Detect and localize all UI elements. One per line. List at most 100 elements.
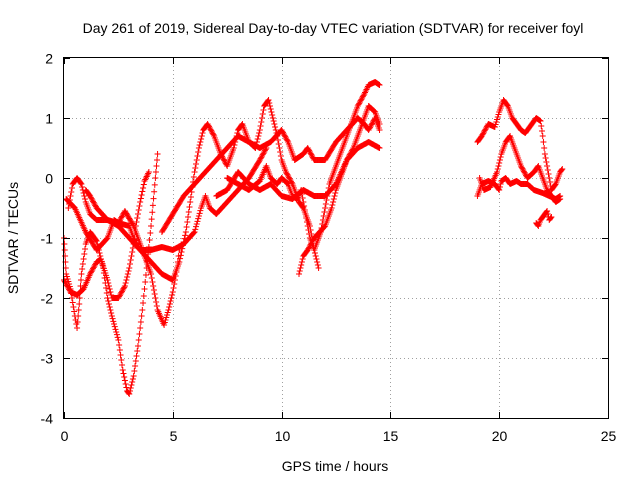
data-point [107,289,114,295]
data-point [150,283,157,289]
data-point [205,122,212,129]
data-point [64,283,71,290]
data-point [309,239,316,245]
data-point [269,115,276,121]
data-point [125,268,132,274]
data-point [105,298,112,304]
data-point [103,290,110,296]
data-point [137,199,144,205]
data-point [139,188,146,195]
y-tick-label: -1 [41,231,54,247]
data-point [329,202,336,208]
data-point [89,197,96,203]
data-point [171,281,178,287]
data-point [111,323,118,330]
data-point [305,245,312,252]
data-point [79,266,86,272]
data-point [117,352,124,358]
data-point [367,124,374,131]
data-point [118,289,125,296]
data-point [87,194,94,201]
y-tick-label: 1 [45,111,53,127]
data-point [230,145,237,151]
data-point [138,192,145,198]
data-point [367,123,374,129]
data-point [91,263,98,269]
data-point [260,150,267,157]
data-point [185,209,192,215]
data-point [148,275,155,281]
data-point [116,347,123,353]
data-point [146,237,153,243]
data-point [139,307,146,313]
data-point [320,213,327,219]
x-tick-label: 25 [601,428,617,444]
data-point [194,153,201,159]
data-point [368,121,375,128]
data-point [170,285,177,291]
data-point [129,376,136,382]
data-point [118,357,125,363]
data-point [369,120,376,127]
data-point [195,145,202,151]
data-point [134,343,141,349]
data-point [287,177,294,183]
data-point [106,304,113,310]
data-point [140,185,147,191]
data-point [129,249,136,255]
data-point [298,187,305,193]
data-point [63,281,70,287]
data-point [176,259,183,265]
data-point [75,307,82,313]
data-point [116,292,123,299]
y-tick-label: -4 [41,411,54,427]
data-point [69,299,76,306]
data-point [90,264,97,271]
data-point [127,388,134,394]
data-point [308,151,315,158]
data-point [544,163,551,169]
data-point [306,231,313,237]
data-point [128,382,135,388]
data-point [187,199,194,205]
y-tick-label: 0 [45,171,53,187]
data-point [282,169,289,175]
data-point [519,165,526,172]
data-point [126,265,133,271]
data-point [298,191,305,197]
data-point [305,227,312,233]
data-point [196,142,203,148]
data-point [177,252,184,259]
data-point [199,130,206,136]
data-point [544,167,551,173]
data-point [74,319,81,325]
data-point [77,277,84,283]
data-point [478,133,485,139]
data-point [559,166,566,172]
data-point [541,151,548,157]
data-point [80,256,87,262]
data-point [137,319,144,325]
data-point [137,325,144,331]
data-point [152,169,159,175]
data-point [330,196,337,202]
data-point [166,301,173,307]
data-point [134,348,141,354]
data-point [140,293,147,299]
data-point [539,133,546,139]
data-point [105,301,112,307]
data-point [147,230,154,236]
data-point [153,303,160,309]
data-point [496,184,503,190]
data-point [366,125,373,132]
data-point [91,201,98,207]
data-point [165,307,172,313]
data-point [306,149,313,155]
data-point [494,169,501,175]
data-point [131,368,138,374]
data-point [82,196,89,202]
data-point [547,215,554,221]
data-point [151,188,158,195]
x-tick-label: 15 [383,428,399,444]
data-point [346,151,353,158]
